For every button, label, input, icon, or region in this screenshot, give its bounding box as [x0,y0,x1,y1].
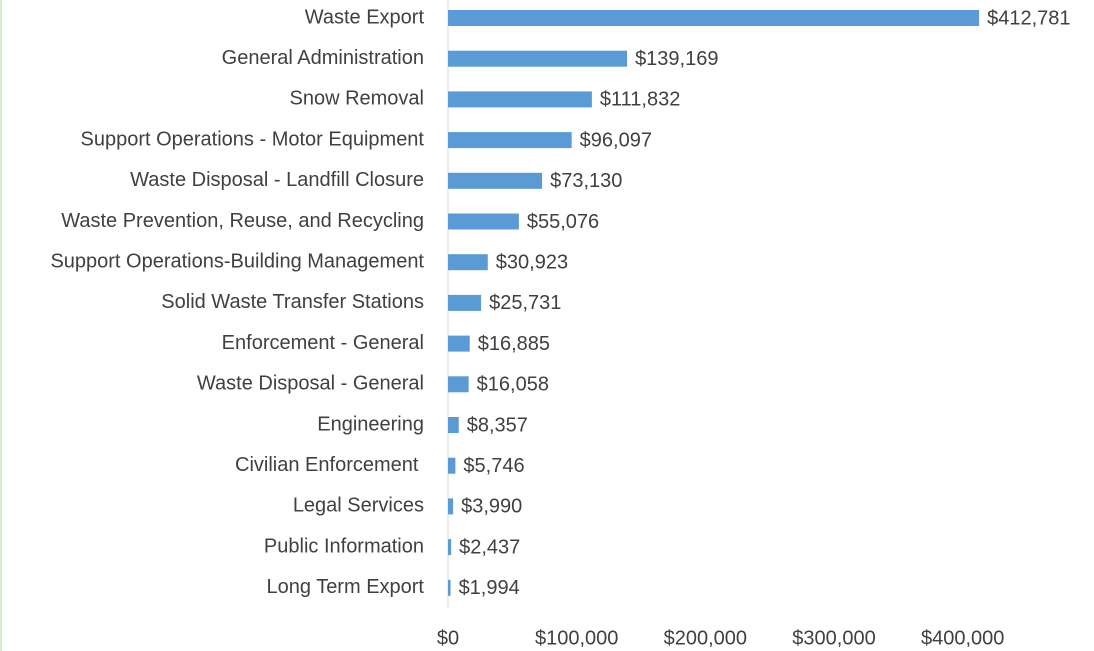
bar [448,335,470,352]
y-tick-label: Waste Export [305,6,425,28]
value-label: $5,746 [463,455,524,477]
y-tick-label: Legal Services [293,495,424,517]
x-tick-label: $400,000 [921,627,1004,649]
bar [448,172,543,189]
y-tick-label: Waste Prevention, Reuse, and Recycling [61,210,424,232]
value-label: $16,885 [478,333,550,355]
value-label: $73,130 [550,170,622,192]
value-label: $96,097 [580,129,652,151]
value-label: $111,832 [600,89,680,111]
value-label: $1,994 [459,577,520,599]
bar [448,254,488,271]
bar [448,579,451,596]
x-tick-label: $300,000 [792,627,875,649]
y-tick-label: Public Information [264,535,424,557]
value-label: $16,058 [477,374,549,396]
y-tick-label: Enforcement - General [222,332,424,354]
x-tick-label: $100,000 [535,627,618,649]
y-tick-label: Engineering [317,413,424,435]
value-label: $55,076 [527,211,599,233]
y-tick-label: Snow Removal [289,88,424,110]
value-label: $412,781 [987,7,1070,29]
bar [448,10,980,26]
value-label: $139,169 [635,48,718,70]
bar [448,376,469,393]
bar [448,91,592,108]
bar [448,213,519,230]
bar [448,539,452,556]
y-tick-label: Waste Disposal - Landfill Closure [130,169,424,191]
y-tick-label: Long Term Export [267,576,425,598]
y-tick-label: Support Operations-Building Management [50,250,424,272]
y-tick-label: Solid Waste Transfer Stations [161,291,424,313]
bar [448,294,482,311]
value-label: $8,357 [467,414,528,436]
value-label: $3,990 [461,496,522,518]
bar [448,132,572,149]
bar [448,50,628,67]
x-tick-label: $0 [437,627,459,649]
y-tick-label: General Administration [222,47,424,69]
x-tick-label: $200,000 [664,627,747,649]
value-label: $30,923 [496,251,568,273]
y-tick-label: Civilian Enforcement [235,454,424,476]
bar [448,417,459,433]
bar [448,457,456,474]
y-tick-label: Support Operations - Motor Equipment [80,128,424,150]
bar [448,498,454,515]
value-label: $2,437 [459,536,520,558]
value-label: $25,731 [489,292,561,314]
y-tick-label: Waste Disposal - General [197,373,424,395]
